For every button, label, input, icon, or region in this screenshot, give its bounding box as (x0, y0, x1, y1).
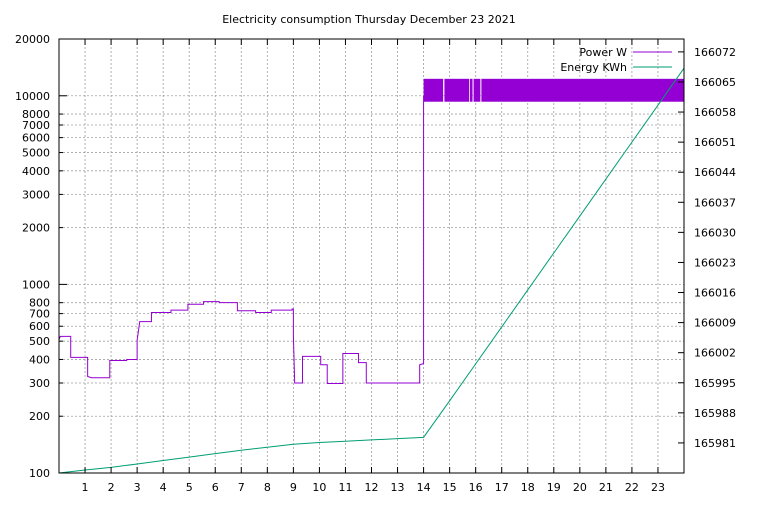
x-tick-label: 23 (651, 481, 665, 494)
x-tick-label: 21 (599, 481, 613, 494)
legend: Power W Energy KWh (560, 46, 672, 74)
power-band (444, 78, 470, 102)
x-tick-label: 14 (417, 481, 431, 494)
x-axis: 1 2 3 4 5 6 7 8 9 10 11 12 13 14 15 16 17 18 19 20 21 22 23 (82, 39, 665, 494)
x-tick-label: 8 (264, 481, 271, 494)
y-right-tick-label: 166009 (694, 317, 736, 330)
y-right-tick-label: 166058 (694, 106, 736, 119)
series-layer (58, 67, 685, 474)
x-tick-label: 10 (312, 481, 326, 494)
x-tick-label: 19 (547, 481, 561, 494)
y-left-tick-label: 5000 (22, 147, 50, 160)
x-tick-label: 6 (212, 481, 219, 494)
x-tick-label: 16 (469, 481, 483, 494)
y-right-tick-label: 166023 (694, 256, 736, 269)
x-tick-label: 15 (443, 481, 457, 494)
y-left-tick-label: 800 (29, 297, 50, 310)
x-tick-label: 22 (625, 481, 639, 494)
y-right-tick-label: 166072 (694, 46, 736, 59)
power-band (469, 78, 473, 102)
y-right-tick-label: 166016 (694, 287, 736, 300)
x-tick-label: 2 (108, 481, 115, 494)
x-tick-label: 13 (391, 481, 405, 494)
power-band (473, 78, 481, 102)
x-tick-label: 12 (365, 481, 379, 494)
y-left-tick-label: 500 (29, 335, 50, 348)
y-right-tick-label: 165981 (694, 437, 736, 450)
y-left-tick-label: 6000 (22, 132, 50, 145)
x-tick-label: 20 (573, 481, 587, 494)
y-left-tick-label: 3000 (22, 188, 50, 201)
y-right-tick-label: 166065 (694, 76, 736, 89)
x-tick-label: 3 (134, 481, 141, 494)
x-tick-label: 4 (160, 481, 167, 494)
chart-title: Electricity consumption Thursday Decembe… (222, 13, 516, 26)
x-tick-label: 18 (521, 481, 535, 494)
y-right-tick-label: 166044 (694, 166, 736, 179)
legend-label-power-w: Power W (579, 46, 627, 59)
power-band (423, 78, 444, 102)
y-axis-right: 165981 165988 165995 166002 166009 166016 1660… (678, 46, 736, 450)
y-left-tick-label: 1000 (22, 278, 50, 291)
legend-label-energy-kwh: Energy KWh (560, 61, 627, 74)
grid-lines (59, 39, 684, 473)
y-right-tick-label: 166037 (694, 196, 736, 209)
y-left-tick-label: 400 (29, 353, 50, 366)
y-left-tick-label: 100 (29, 467, 50, 480)
y-left-tick-label: 700 (29, 308, 50, 321)
x-tick-label: 5 (186, 481, 193, 494)
y-left-tick-label: 600 (29, 320, 50, 333)
x-tick-label: 11 (338, 481, 352, 494)
x-tick-label: 17 (495, 481, 509, 494)
energy-kwh-series-line (58, 67, 685, 474)
power-w-series-line (58, 95, 425, 385)
y-right-tick-label: 166002 (694, 347, 736, 360)
x-tick-label: 7 (238, 481, 245, 494)
x-tick-label: 1 (82, 481, 89, 494)
y-left-tick-label: 2000 (22, 222, 50, 235)
y-left-tick-label: 200 (29, 410, 50, 423)
y-left-tick-label: 4000 (22, 165, 50, 178)
y-left-tick-label: 7000 (22, 119, 50, 132)
x-tick-label: 9 (290, 481, 297, 494)
y-right-tick-label: 166030 (694, 226, 736, 239)
y-left-tick-label: 20000 (15, 33, 50, 46)
y-left-tick-label: 8000 (22, 108, 50, 121)
y-right-tick-label: 165995 (694, 377, 736, 390)
y-left-tick-label: 10000 (15, 90, 50, 103)
y-left-tick-label: 300 (29, 377, 50, 390)
power-band (481, 78, 684, 102)
y-right-tick-label: 166051 (694, 136, 736, 149)
y-right-tick-label: 165988 (694, 407, 736, 420)
